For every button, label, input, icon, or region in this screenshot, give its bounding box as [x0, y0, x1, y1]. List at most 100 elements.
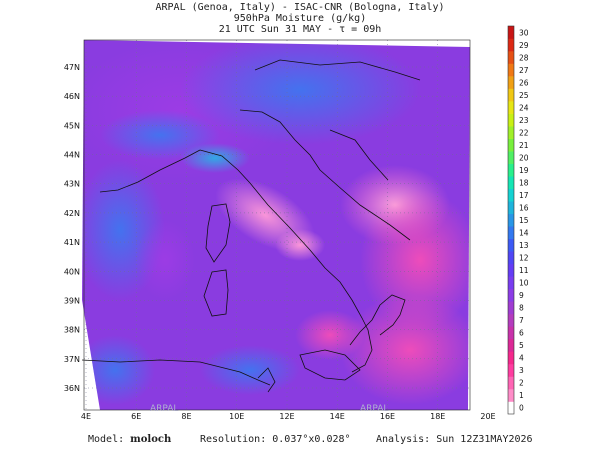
latitude-tick-label: 37N [64, 355, 80, 364]
colorbar-tick-label: 11 [519, 266, 529, 275]
colorbar-tick-label: 28 [519, 53, 529, 62]
latitude-tick-label: 41N [64, 238, 80, 247]
colorbar-labels: 0123456789101112131415161718192021222324… [519, 28, 529, 412]
latitude-tick-label: 45N [64, 121, 80, 130]
map-frame [83, 39, 471, 411]
colorbar-swatch [508, 276, 514, 290]
colorbar-swatch [508, 51, 514, 64]
model-info: Model: moloch [88, 434, 171, 445]
colorbar-swatch [508, 313, 514, 327]
colorbar-tick-label: 17 [519, 191, 529, 200]
model-label: Model: [88, 434, 125, 445]
latitude-tick-label: 39N [64, 296, 80, 305]
longitude-tick-label: 14E [330, 412, 345, 421]
colorbar-tick-label: 7 [519, 316, 524, 325]
colorbar-swatch [508, 188, 514, 202]
colorbar-swatch [508, 376, 514, 390]
colorbar-tick-label: 29 [519, 41, 529, 50]
colorbar-swatch [508, 76, 514, 89]
colorbar-tick-label: 21 [519, 141, 529, 150]
colorbar-tick-label: 13 [519, 241, 529, 250]
colorbar-swatch [508, 163, 514, 177]
colorbar-swatch [508, 138, 514, 152]
colorbar-tick-label: 15 [519, 216, 529, 225]
colorbar-frame [507, 25, 515, 415]
latitude-tick-label: 43N [64, 180, 80, 189]
colorbar-tick-label: 26 [519, 78, 529, 87]
colorbar-tick-label: 19 [519, 166, 529, 175]
colorbar-tick-label: 25 [519, 91, 529, 100]
colorbar-swatch [508, 113, 514, 127]
colorbar-tick-label: 3 [519, 366, 524, 375]
colorbar-tick-label: 6 [519, 329, 524, 338]
colorbar-swatch [508, 63, 514, 77]
colorbar-tick-label: 1 [519, 391, 524, 400]
longitude-tick-label: 8E [181, 412, 191, 421]
latitude-tick-label: 44N [64, 151, 80, 160]
longitude-tick-label: 6E [131, 412, 141, 421]
latitude-tick-label: 47N [64, 63, 80, 72]
longitude-tick-label: 20E [480, 412, 495, 421]
colorbar-swatch [508, 388, 514, 402]
latitude-tick-label: 42N [64, 209, 80, 218]
colorbar-swatch [508, 363, 514, 377]
watermark-text: ARPAL [360, 404, 388, 414]
model-name: moloch [130, 434, 172, 445]
colorbar-tick-label: 30 [519, 28, 529, 37]
colorbar-swatch [508, 351, 514, 365]
colorbar-tick-label: 20 [519, 153, 529, 162]
colorbar-swatch [508, 176, 514, 190]
colorbar-tick-label: 0 [519, 404, 524, 413]
colorbar-swatch [508, 126, 514, 139]
latitude-tick-label: 40N [64, 267, 80, 276]
colorbar-swatch [508, 88, 514, 102]
resolution-info: Resolution: 0.037°x0.028° [200, 434, 351, 445]
header-title-line: ARPAL (Genoa, Italy) - ISAC-CNR (Bologna… [155, 2, 445, 13]
colorbar-swatch [508, 226, 514, 240]
latitude-tick-label: 46N [64, 92, 80, 101]
colorbar-swatch [508, 151, 514, 164]
colorbar-swatch [508, 288, 514, 302]
longitude-labels: 4E 6E 8E 10E 12E 14E 16E 18E 20E [81, 412, 496, 421]
colorbar-tick-label: 22 [519, 128, 529, 137]
colorbar-tick-label: 12 [519, 254, 529, 263]
latitude-tick-label: 38N [64, 326, 80, 335]
colorbar [507, 25, 515, 415]
colorbar-tick-label: 16 [519, 203, 529, 212]
colorbar-swatch [508, 101, 514, 114]
colorbar-tick-label: 24 [519, 103, 529, 112]
colorbar-tick-label: 18 [519, 178, 529, 187]
colorbar-swatch [508, 338, 514, 352]
longitude-tick-label: 18E [430, 412, 445, 421]
latitude-labels: 36N 37N 38N 39N 40N 41N 42N 43N 44N 45N 46N 47N [64, 63, 80, 393]
resolution-value: 0.037°x0.028° [272, 434, 351, 445]
analysis-value: Sun 12Z31MAY2026 [436, 434, 533, 445]
colorbar-swatch [508, 201, 514, 215]
latitude-tick-label: 36N [64, 384, 80, 393]
colorbar-tick-label: 8 [519, 304, 524, 313]
colorbar-tick-label: 9 [519, 291, 524, 300]
colorbar-tick-label: 5 [519, 341, 524, 350]
colorbar-swatch [508, 263, 514, 277]
longitude-tick-label: 12E [279, 412, 294, 421]
header-time-line: 21 UTC Sun 31 MAY - τ = 09h [218, 24, 382, 35]
colorbar-tick-label: 4 [519, 354, 524, 363]
longitude-tick-label: 16E [380, 412, 395, 421]
coastlines [81, 59, 421, 393]
colorbar-swatch [508, 238, 514, 252]
colorbar-tick-label: 14 [519, 229, 529, 238]
colorbar-swatch [508, 26, 514, 39]
colorbar-tick-label: 10 [519, 279, 529, 288]
analysis-info: Analysis: Sun 12Z31MAY2026 [376, 434, 533, 445]
header-variable-line: 950hPa Moisture (g/kg) [233, 13, 367, 24]
analysis-label: Analysis: [376, 434, 431, 445]
colorbar-swatch [508, 326, 514, 340]
colorbar-swatch [508, 301, 514, 315]
longitude-tick-label: 10E [229, 412, 244, 421]
resolution-label: Resolution: [200, 434, 267, 445]
moisture-field [82, 40, 470, 410]
colorbar-swatch [508, 213, 514, 227]
colorbar-tick-label: 23 [519, 116, 529, 125]
longitude-tick-label: 4E [81, 412, 91, 421]
